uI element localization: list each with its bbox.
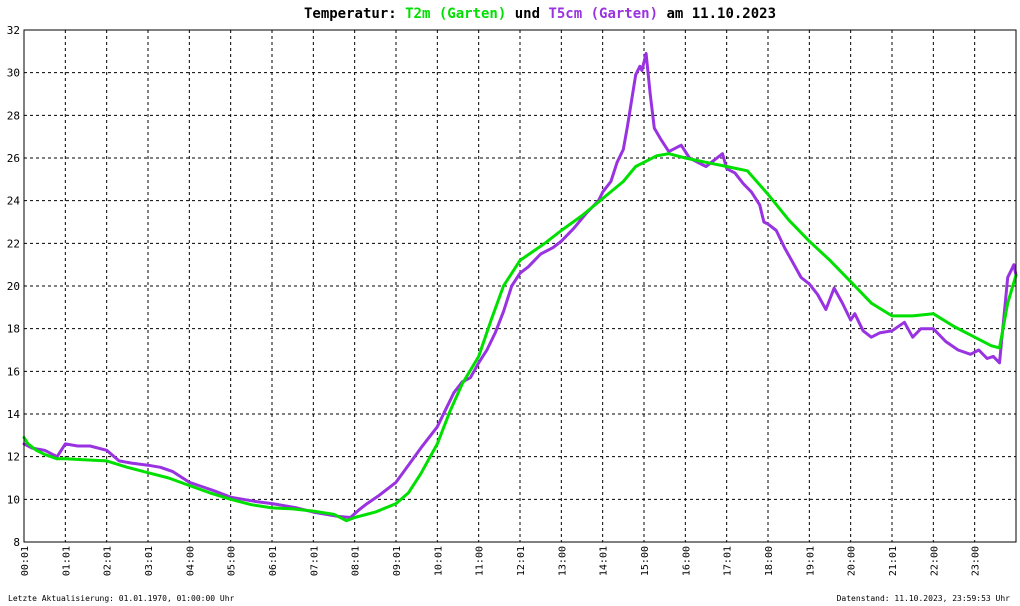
x-tick-label: 01:01 bbox=[61, 546, 72, 576]
x-tick-label: 16:00 bbox=[681, 546, 692, 576]
x-tick-label: 22:00 bbox=[929, 546, 940, 576]
x-tick-label: 00:01 bbox=[20, 546, 31, 576]
y-tick-label: 10 bbox=[7, 493, 20, 506]
x-tick-label: 18:00 bbox=[764, 546, 775, 576]
y-tick-label: 24 bbox=[7, 195, 21, 208]
x-tick-label: 10:01 bbox=[433, 546, 444, 576]
plot-frame bbox=[23, 29, 1017, 543]
y-tick-label: 22 bbox=[7, 237, 20, 250]
y-axis: 8 10 12 14 16 18 20 22 24 26 28 30 32 bbox=[7, 24, 21, 549]
x-tick-label: 20:00 bbox=[847, 546, 858, 576]
y-tick-label: 12 bbox=[7, 451, 20, 464]
x-tick-label: 15:00 bbox=[640, 546, 651, 576]
x-tick-label: 23:00 bbox=[971, 546, 982, 576]
y-tick-label: 18 bbox=[7, 323, 20, 336]
x-tick-label: 07:01 bbox=[309, 546, 320, 576]
x-tick-label: 13:00 bbox=[557, 546, 568, 576]
title-series-t2m: T2m (Garten) bbox=[405, 6, 506, 22]
title-series-t5cm: T5cm (Garten) bbox=[548, 6, 658, 22]
title-suffix: am 11.10.2023 bbox=[658, 6, 776, 22]
y-tick-label: 20 bbox=[7, 280, 20, 293]
x-tick-label: 17:01 bbox=[723, 546, 734, 576]
series-t2m-line bbox=[22, 152, 1018, 523]
grid bbox=[24, 30, 1016, 542]
y-tick-label: 16 bbox=[7, 365, 20, 378]
y-tick-label: 26 bbox=[7, 152, 20, 165]
y-tick-label: 30 bbox=[7, 67, 20, 80]
chart-title: Temperatur: T2m (Garten) und T5cm (Garte… bbox=[304, 6, 776, 22]
series-layer bbox=[22, 52, 1018, 523]
x-tick-label: 12:01 bbox=[516, 546, 527, 576]
footer-last-update: Letzte Aktualisierung: 01.01.1970, 01:00… bbox=[8, 594, 235, 603]
y-tick-label: 14 bbox=[7, 408, 21, 421]
x-tick-label: 06:01 bbox=[268, 546, 279, 576]
title-prefix: Temperatur: bbox=[304, 6, 405, 22]
x-tick-label: 02:01 bbox=[103, 546, 114, 576]
x-tick-label: 19:01 bbox=[805, 546, 816, 576]
x-tick-label: 04:00 bbox=[185, 546, 196, 576]
x-tick-label: 21:01 bbox=[888, 546, 899, 576]
x-tick-label: 14:01 bbox=[599, 546, 610, 576]
x-axis: 00:01 01:01 02:01 03:01 04:00 05:00 06:01 07:01… bbox=[20, 546, 982, 576]
x-tick-label: 03:01 bbox=[144, 546, 155, 576]
y-tick-label: 32 bbox=[7, 24, 20, 37]
title-mid: und bbox=[506, 6, 548, 22]
footer-data-status: Datenstand: 11.10.2023, 23:59:53 Uhr bbox=[837, 594, 1011, 603]
x-tick-label: 08:01 bbox=[351, 546, 362, 576]
y-tick-label: 8 bbox=[13, 536, 20, 549]
series-t5cm-line bbox=[22, 52, 1018, 519]
x-tick-label: 11:00 bbox=[475, 546, 486, 576]
y-tick-label: 28 bbox=[7, 109, 20, 122]
x-tick-label: 05:00 bbox=[227, 546, 238, 576]
x-tick-label: 09:01 bbox=[392, 546, 403, 576]
